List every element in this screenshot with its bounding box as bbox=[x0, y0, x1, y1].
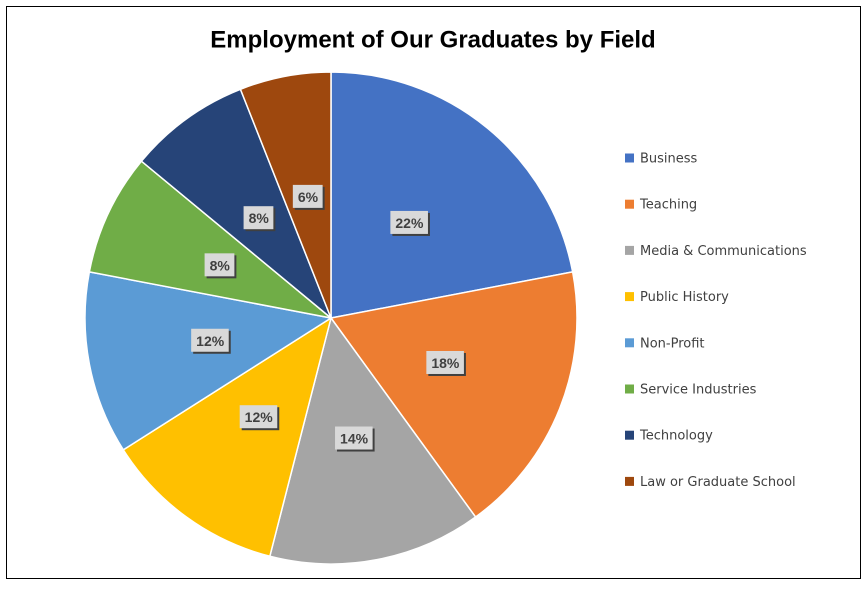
legend-label: Law or Graduate School bbox=[640, 475, 796, 490]
data-label: 22% bbox=[395, 215, 424, 231]
chart-title: Employment of Our Graduates by Field bbox=[210, 26, 655, 53]
legend-label: Public History bbox=[640, 290, 729, 305]
data-label-group: 12% bbox=[239, 405, 280, 431]
data-label: 18% bbox=[431, 355, 460, 371]
data-label-group: 12% bbox=[191, 328, 231, 354]
legend-label: Service Industries bbox=[640, 383, 757, 398]
legend-swatch bbox=[625, 245, 634, 255]
pie-slice bbox=[140, 88, 332, 319]
data-label-box bbox=[292, 184, 323, 208]
legend-label: Media & Communications bbox=[640, 244, 807, 259]
pie-slice bbox=[330, 71, 574, 319]
data-label-group: 18% bbox=[426, 350, 466, 376]
data-label-box bbox=[191, 328, 229, 352]
pie-slice bbox=[329, 271, 578, 519]
data-label-group: 8% bbox=[204, 253, 237, 279]
data-label-box bbox=[239, 405, 278, 429]
data-label: 12% bbox=[245, 409, 274, 425]
legend-swatch bbox=[625, 384, 634, 394]
data-label-box bbox=[204, 253, 235, 277]
legend-label: Non-Profit bbox=[640, 336, 705, 351]
legend-swatch bbox=[625, 338, 634, 348]
data-label: 12% bbox=[196, 333, 225, 349]
legend-swatch bbox=[625, 153, 634, 163]
data-label: 6% bbox=[298, 189, 319, 205]
data-label-group: 14% bbox=[335, 426, 375, 452]
legend-label: Business bbox=[640, 152, 698, 167]
data-label-group: 8% bbox=[243, 206, 276, 232]
legend-swatch bbox=[625, 199, 634, 209]
data-label-box bbox=[390, 210, 428, 234]
data-label-box bbox=[243, 206, 274, 230]
legend-swatch bbox=[625, 476, 634, 486]
legend-swatch bbox=[625, 292, 634, 302]
data-label: 14% bbox=[340, 431, 369, 447]
data-label: 8% bbox=[249, 210, 270, 226]
legend-label: Teaching bbox=[639, 198, 697, 213]
pie-slice bbox=[84, 271, 334, 451]
pie-slice bbox=[122, 316, 333, 558]
data-label-box bbox=[335, 426, 373, 450]
data-label-group: 22% bbox=[390, 210, 430, 236]
pie-slice bbox=[239, 71, 332, 319]
legend-swatch bbox=[625, 430, 634, 440]
legend-label: Technology bbox=[639, 429, 713, 444]
pie-slice bbox=[88, 160, 332, 319]
data-label-group: 6% bbox=[292, 184, 325, 210]
data-label: 8% bbox=[210, 257, 231, 273]
data-label-box bbox=[426, 350, 464, 374]
